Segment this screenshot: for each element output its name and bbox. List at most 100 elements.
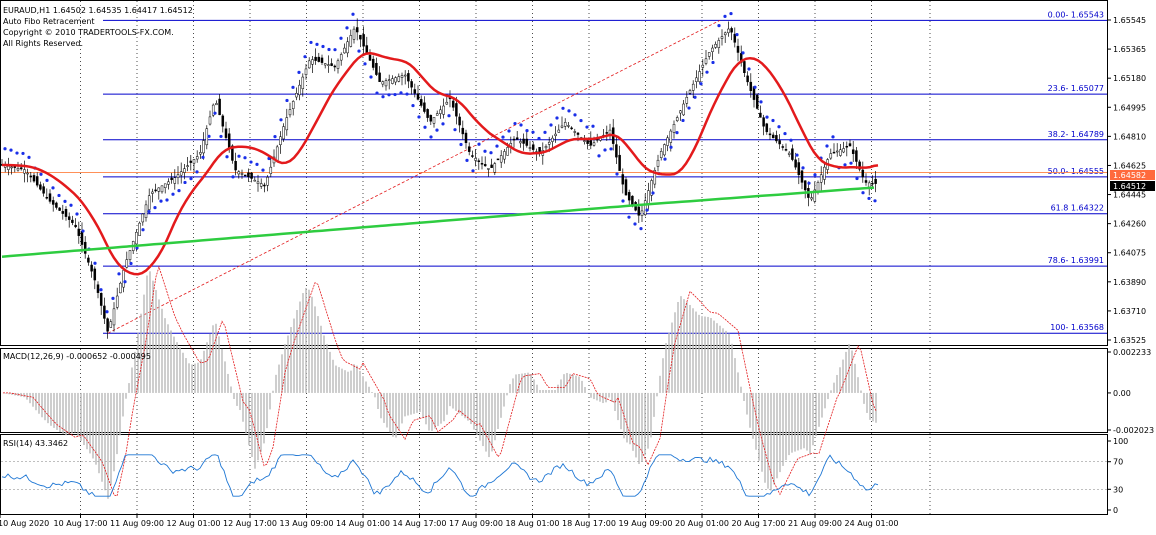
sar-dot [789, 138, 793, 142]
time-tick-label: 18 Aug 01:00 [506, 519, 560, 528]
candle-body [627, 192, 631, 201]
candle-body [608, 129, 612, 135]
candle-body [122, 270, 125, 288]
candle-body [586, 140, 589, 144]
candle-body [749, 81, 753, 91]
candle-body [576, 132, 580, 135]
candle-body [547, 141, 551, 145]
candle-body [234, 160, 237, 171]
candle-body [624, 179, 628, 196]
candle-body [215, 103, 218, 106]
sar-dot [831, 135, 835, 139]
sar-dot [381, 95, 385, 99]
time-tick-label: 14 Aug 01:00 [336, 519, 390, 528]
candle-body [368, 54, 372, 61]
candle-body [771, 134, 775, 139]
sar-dot [339, 36, 343, 40]
sar-dot [273, 135, 277, 139]
sar-dot [687, 106, 691, 110]
rsi-tick-label: 30 [1113, 485, 1123, 494]
sar-dot [543, 130, 547, 134]
fibo-label: 100- 1.63568 [1050, 323, 1104, 332]
candle-body [823, 166, 826, 180]
candle-body [672, 124, 676, 133]
candle-body [775, 135, 778, 142]
candle-body [813, 189, 817, 202]
sar-dot [645, 208, 649, 212]
sar-dot [141, 228, 145, 232]
candle-body [778, 140, 781, 145]
candle-body [765, 123, 769, 133]
candle-body [803, 180, 807, 191]
candle-body [653, 170, 657, 185]
sar-dot [633, 222, 637, 226]
sar-dot [75, 212, 79, 216]
price-tick-label: 1.63890 [1113, 278, 1146, 287]
candle-body [83, 241, 87, 254]
time-tick-label: 20 Aug 01:00 [675, 519, 729, 528]
sar-dot [237, 154, 241, 158]
candle-body [119, 282, 122, 294]
sar-dot [387, 93, 391, 97]
sar-dot [825, 144, 829, 148]
candle-body [19, 167, 23, 170]
price-tick-label: 1.63710 [1113, 307, 1146, 316]
candle-body [675, 117, 679, 121]
sar-dot [771, 118, 775, 123]
candle-body [199, 152, 202, 155]
candle-body [704, 58, 708, 64]
sar-dot [615, 172, 619, 176]
sar-dot [693, 95, 697, 99]
candle-body [330, 63, 333, 66]
candle-body [67, 216, 71, 220]
candle-body [208, 116, 212, 125]
candle-body [327, 64, 330, 66]
sar-dot [681, 118, 685, 123]
parabolic-sar [3, 11, 877, 314]
candle-body [557, 129, 561, 133]
fibo-levels: 0.00- 1.65543 23.6- 1.65077 38.2- 1.64789 5… [1, 10, 1107, 334]
candle-body [71, 219, 74, 223]
candle-body [640, 210, 644, 216]
candle-body [154, 189, 157, 192]
time-tick-label: 10 Aug 17:00 [54, 519, 108, 528]
candle-body [333, 65, 337, 68]
candle-body [714, 43, 717, 48]
sar-dot [537, 136, 541, 141]
sar-dot [57, 193, 61, 198]
sar-dot [675, 130, 679, 135]
candle-body [861, 169, 865, 178]
sar-dot [69, 203, 73, 207]
candle-body [573, 131, 577, 133]
sar-dot [591, 124, 595, 128]
candle-body [55, 202, 58, 208]
sar-dot [477, 142, 481, 146]
time-axis: 10 Aug 2020 10 Aug 17:00 11 Aug 09:00 12 Au… [0, 514, 898, 528]
price-tick-label: 1.64810 [1113, 132, 1146, 141]
candle-body [275, 146, 279, 162]
sar-dot [423, 125, 427, 129]
sar-dot [189, 177, 193, 181]
candle-body [442, 105, 445, 115]
sar-dot [525, 128, 529, 133]
sar-dot [249, 160, 253, 164]
candle-body [375, 62, 378, 75]
fibo-trendline [107, 19, 721, 334]
candle-body [794, 159, 797, 168]
sar-dot [45, 178, 49, 182]
candle-body [317, 56, 321, 62]
candle-body [250, 172, 253, 179]
candle-body [163, 183, 167, 188]
candle-body [643, 200, 647, 215]
sar-dot [735, 33, 739, 37]
sar-dot [699, 82, 703, 86]
price-tick-label: 1.64260 [1113, 220, 1146, 229]
candle-body [157, 187, 161, 192]
candle-body [51, 200, 55, 205]
candle-body [656, 159, 660, 167]
time-tick-label: 14 Aug 17:00 [393, 519, 447, 528]
trendline [107, 19, 721, 334]
candle-body [522, 138, 525, 144]
candle-body [298, 84, 301, 96]
